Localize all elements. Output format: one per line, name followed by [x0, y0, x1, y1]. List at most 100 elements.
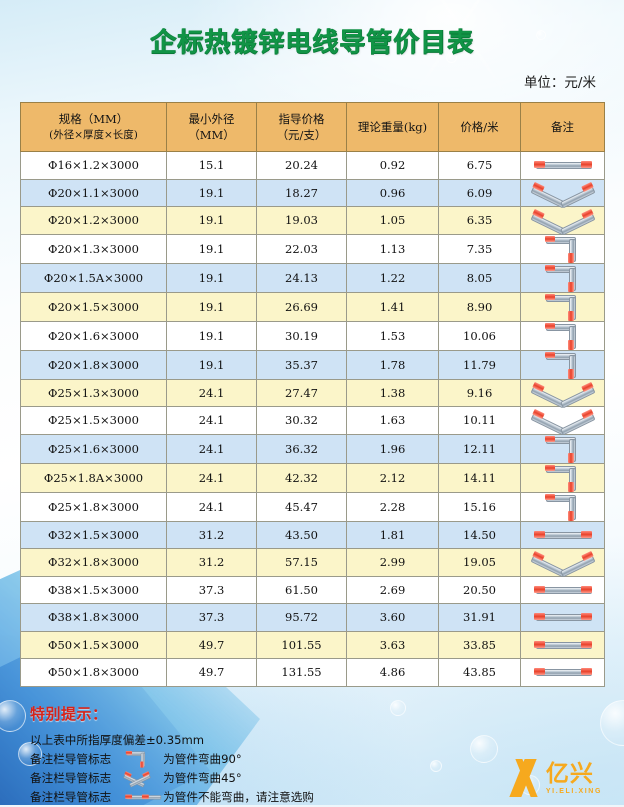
- cell-min-od: 19.1: [166, 206, 257, 235]
- pipe-bend-90-icon: [543, 464, 583, 492]
- column-header-spec: 规格（MM） (外径×厚度×长度): [20, 102, 167, 152]
- cell-spec: Φ20×1.5×3000: [20, 291, 167, 322]
- pipe-straight-icon: [532, 582, 594, 598]
- cell-min-od: 37.3: [166, 603, 257, 632]
- cell-spec: Φ20×1.6×3000: [20, 320, 167, 351]
- cell-remark: [520, 658, 605, 687]
- cell-weight: 3.60: [346, 603, 439, 632]
- cell-weight: 1.53: [346, 320, 439, 351]
- cell-min-od: 24.1: [166, 491, 257, 522]
- cell-price-per-meter: 14.11: [438, 462, 521, 493]
- price-table-container: 规格（MM） (外径×厚度×长度) 最小外径 （MM） 指导价格 （元/支） 理…: [20, 102, 605, 687]
- cell-min-od: 24.1: [166, 433, 257, 464]
- cell-weight: 1.96: [346, 433, 439, 464]
- cell-spec: Φ25×1.6×3000: [20, 433, 167, 464]
- cell-weight: 0.96: [346, 178, 439, 207]
- cell-spec: Φ32×1.8×3000: [20, 548, 167, 577]
- cell-price-per-meter: 6.75: [438, 151, 521, 180]
- unit-label: 单位：元/米: [523, 75, 596, 91]
- table-row: Φ25×1.5×3000 24.1 30.32 1.63 10.11: [20, 406, 605, 436]
- cell-price-per-meter: 15.16: [438, 491, 521, 522]
- cell-guide-price: 18.27: [256, 178, 347, 207]
- cell-price-per-meter: 43.85: [438, 658, 521, 687]
- cell-weight: 4.86: [346, 658, 439, 687]
- cell-min-od: 24.1: [166, 462, 257, 493]
- table-row: Φ16×1.2×3000 15.1 20.24 0.92 6.75: [20, 151, 605, 180]
- company-logo: 亿兴 YI.ELI.XING: [503, 759, 602, 797]
- cell-weight: 2.99: [346, 548, 439, 577]
- cell-guide-price: 24.13: [256, 262, 347, 293]
- logo-name-en: YI.ELI.XING: [545, 788, 602, 795]
- cell-price-per-meter: 14.50: [438, 520, 521, 549]
- table-row: Φ20×1.5A×3000 19.1 24.13 1.22 8.05: [20, 262, 605, 293]
- cell-guide-price: 95.72: [256, 603, 347, 632]
- table-row: Φ32×1.5×3000 31.2 43.50 1.81 14.50: [20, 520, 605, 549]
- cell-guide-price: 20.24: [256, 151, 347, 180]
- cell-min-od: 19.1: [166, 320, 257, 351]
- cell-remark: [520, 262, 605, 293]
- table-row: Φ38×1.5×3000 37.3 61.50 2.69 20.50: [20, 575, 605, 604]
- table-row: Φ50×1.5×3000 49.7 101.55 3.63 33.85: [20, 630, 605, 659]
- column-header-remark: 备注: [520, 102, 605, 152]
- cell-guide-price: 43.50: [256, 520, 347, 549]
- cell-min-od: 19.1: [166, 291, 257, 322]
- column-header-price-per-meter: 价格/米: [438, 102, 521, 152]
- table-row: Φ20×1.8×3000 19.1 35.37 1.78 11.79: [20, 349, 605, 380]
- cell-price-per-meter: 8.90: [438, 291, 521, 322]
- table-row: Φ32×1.8×3000 31.2 57.15 2.99 19.05: [20, 548, 605, 578]
- cell-spec: Φ25×1.8A×3000: [20, 462, 167, 493]
- cell-min-od: 19.1: [166, 178, 257, 207]
- cell-min-od: 24.1: [166, 406, 257, 435]
- logo-x-icon: [503, 759, 543, 797]
- pipe-bend-90-icon: [543, 435, 583, 463]
- cell-guide-price: 30.19: [256, 320, 347, 351]
- cell-guide-price: 30.32: [256, 406, 347, 435]
- cell-weight: 1.81: [346, 520, 439, 549]
- cell-remark: [520, 233, 605, 264]
- bubble-decoration: [470, 735, 498, 763]
- note-text-before: 备注栏导管标志: [30, 751, 112, 766]
- cell-price-per-meter: 12.11: [438, 433, 521, 464]
- pipe-straight-icon: [124, 792, 162, 802]
- cell-price-per-meter: 7.35: [438, 233, 521, 264]
- note-text-after: 为管件弯曲45°: [163, 770, 242, 785]
- cell-guide-price: 42.32: [256, 462, 347, 493]
- cell-price-per-meter: 33.85: [438, 630, 521, 659]
- cell-price-per-meter: 6.09: [438, 178, 521, 207]
- table-row: Φ20×1.5×3000 19.1 26.69 1.41 8.90: [20, 291, 605, 322]
- bubble-decoration: [404, 22, 419, 37]
- cell-guide-price: 101.55: [256, 630, 347, 659]
- pipe-bend-90-icon: [543, 322, 583, 350]
- cell-remark: [520, 575, 605, 604]
- cell-price-per-meter: 8.05: [438, 262, 521, 293]
- cell-weight: 1.38: [346, 378, 439, 407]
- cell-price-per-meter: 9.16: [438, 378, 521, 407]
- cell-remark: [520, 462, 605, 493]
- pipe-bend-45-icon: [529, 209, 596, 236]
- cell-weight: 1.05: [346, 206, 439, 235]
- cell-price-per-meter: 31.91: [438, 603, 521, 632]
- cell-remark: [520, 548, 605, 578]
- pipe-bend-45-icon: [529, 551, 596, 578]
- logo-name-cn: 亿兴: [545, 761, 594, 787]
- cell-guide-price: 22.03: [256, 233, 347, 264]
- cell-min-od: 49.7: [166, 658, 257, 687]
- pipe-straight-icon: [532, 527, 594, 543]
- notes-lines: 以上表中所指厚度偏差±0.35mm 备注栏导管标志 为管件弯曲90° 备注栏导管标志为…: [30, 731, 624, 807]
- cell-price-per-meter: 10.11: [438, 406, 521, 435]
- cell-guide-price: 35.37: [256, 349, 347, 380]
- pipe-straight-icon: [532, 637, 594, 653]
- cell-remark: [520, 433, 605, 464]
- cell-min-od: 24.1: [166, 378, 257, 407]
- note-text-after: 为管件弯曲90°: [163, 751, 242, 766]
- cell-remark: [520, 349, 605, 380]
- column-header-guide-price: 指导价格 （元/支）: [256, 102, 347, 152]
- note-line: 备注栏导管标志 为管件不能弯曲，请注意选购: [30, 788, 624, 807]
- cell-price-per-meter: 10.06: [438, 320, 521, 351]
- cell-guide-price: 61.50: [256, 575, 347, 604]
- table-row: Φ25×1.8A×3000 24.1 42.32 2.12 14.11: [20, 462, 605, 493]
- cell-spec: Φ20×1.3×3000: [20, 233, 167, 264]
- note-mark: [124, 792, 162, 802]
- cell-weight: 0.92: [346, 151, 439, 180]
- table-row: Φ20×1.2×3000 19.1 19.03 1.05 6.35: [20, 206, 605, 236]
